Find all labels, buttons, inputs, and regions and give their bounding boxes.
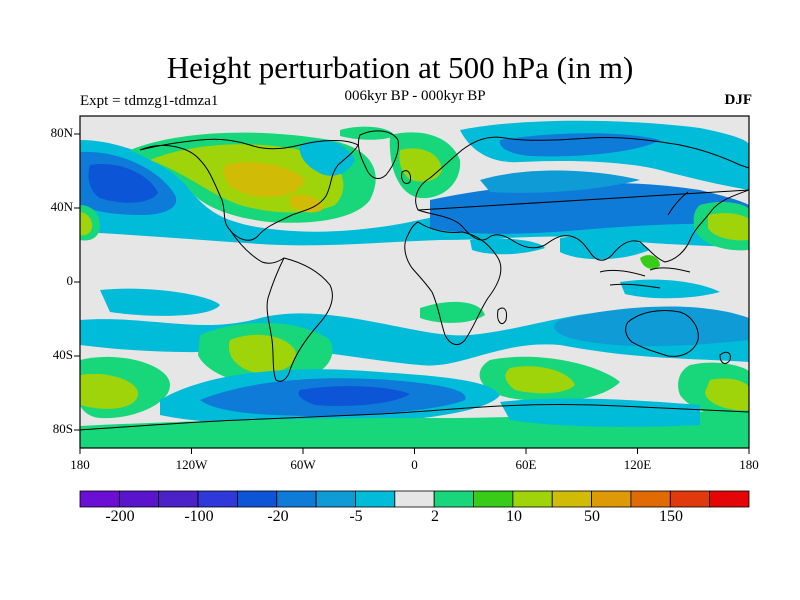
page-title: Height perturbation at 500 hPa (in m): [166, 50, 634, 85]
coastline-indonesia: [599, 267, 691, 289]
lon-label-120w: 120W: [175, 457, 208, 472]
colorbar: [79, 490, 750, 508]
colorbar-label: -200: [105, 508, 135, 525]
colorbar-label: 50: [584, 508, 600, 525]
contour-band: [298, 386, 410, 406]
axis-ticks: [74, 133, 750, 454]
coastline-japan: [667, 191, 689, 216]
coastline-uk: [401, 170, 411, 185]
lon-label-60e: 60E: [515, 457, 537, 472]
contour-band: [223, 162, 305, 197]
colorbar-swatch: [630, 490, 671, 508]
coastline-new-zealand: [719, 351, 731, 364]
coastline-antarctica: [80, 404, 749, 431]
coastline-north-america: [139, 138, 359, 241]
contour-band: [100, 288, 220, 316]
colorbar-swatch: [276, 490, 317, 508]
colorbar-label: 150: [659, 508, 683, 525]
colorbar-swatch: [669, 490, 711, 508]
lon-label-180e: 180: [739, 457, 759, 472]
colorbar-swatch: [709, 490, 750, 508]
colorbar-label: -100: [184, 508, 214, 525]
lat-label-80s: 80S: [52, 421, 73, 436]
contour-band: [620, 279, 720, 299]
coastline-central-america: [229, 229, 285, 264]
colorbar-swatch: [79, 490, 120, 508]
colorbar-swatch: [315, 490, 356, 508]
map-frame: [74, 115, 750, 454]
coastline-africa: [404, 221, 502, 346]
lat-label-40n: 40N: [50, 199, 73, 214]
colorbar-label: -5: [349, 508, 363, 525]
colorbar-swatch: [158, 490, 199, 508]
contour-band: [554, 306, 749, 347]
lon-label-60w: 60W: [290, 457, 316, 472]
lon-label-120e: 120E: [623, 457, 652, 472]
period-label: 006kyr BP - 000kyr BP: [344, 88, 486, 104]
contour-band: [88, 164, 158, 203]
lat-label-0: 0: [66, 273, 74, 288]
contour-band: [340, 126, 395, 140]
coastline-south-america: [266, 257, 333, 382]
contour-band: [430, 182, 749, 234]
colorbar-label: -20: [267, 508, 289, 525]
colorbar-label: 2: [431, 508, 439, 525]
contour-band: [499, 133, 660, 157]
colorbar-swatch: [197, 490, 238, 508]
contour-band: [80, 212, 93, 236]
coastlines: [80, 130, 749, 431]
lat-label-80n: 80N: [50, 125, 73, 140]
colorbar-swatch: [433, 490, 474, 508]
contour-band: [505, 366, 575, 394]
contour-band: [640, 255, 660, 269]
colorbar-swatch: [394, 490, 435, 508]
season-label: DJF: [724, 92, 753, 108]
colorbar-swatch: [551, 490, 592, 508]
contour-band: [299, 140, 355, 176]
contour-band: [470, 238, 545, 255]
colorbar-swatch: [237, 490, 278, 508]
contour-band: [290, 194, 323, 213]
contour-band: [480, 170, 640, 193]
lat-label-40s: 40S: [52, 347, 73, 362]
colorbar-swatch: [118, 490, 160, 508]
contour-band: [420, 301, 485, 323]
colorbar-label: 10: [506, 508, 522, 525]
experiment-label: Expt = tdmzg1-tdmza1: [80, 93, 219, 109]
contour-field: [80, 116, 749, 448]
lon-label-180w: 180: [70, 457, 90, 472]
contour-band: [228, 334, 296, 374]
contour-band: [705, 378, 749, 411]
coastline-australia: [625, 309, 699, 357]
lon-label-0: 0: [411, 457, 418, 472]
contour-band: [708, 213, 749, 241]
contour-band: [500, 398, 700, 427]
coastline-eurasia: [415, 136, 749, 263]
colorbar-swatch: [473, 490, 514, 508]
colorbar-swatch: [512, 490, 553, 508]
contour-band: [80, 373, 139, 409]
coastline-greenland: [357, 130, 399, 179]
coastline-madagascar: [497, 307, 507, 325]
colorbar-swatch: [591, 490, 632, 508]
colorbar-swatch: [355, 490, 396, 508]
